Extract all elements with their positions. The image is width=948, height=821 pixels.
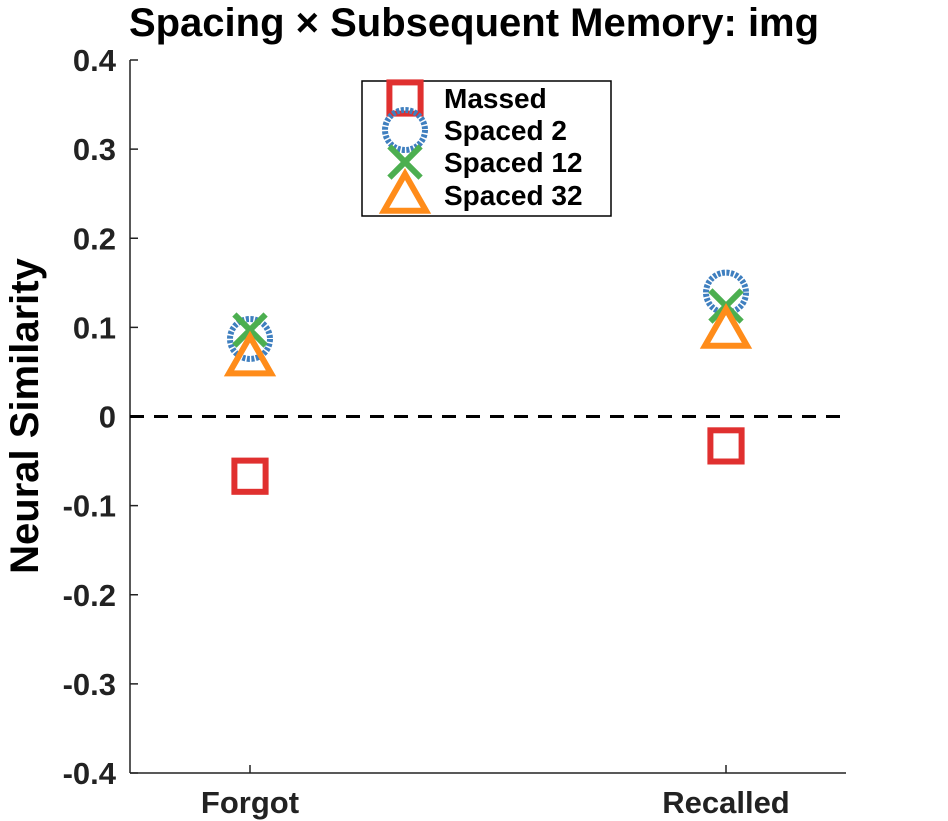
y-axis-ticks: -0.4 -0.3 -0.2 -0.1 0 0.1 0.2 0.3 0.4 [63,43,138,791]
y-tick-label: -0.2 [63,578,116,613]
y-tick-label: -0.3 [63,667,116,702]
legend-label: Spaced 12 [444,147,583,178]
y-tick-label: 0.3 [73,132,116,167]
data-marks [223,269,753,495]
legend-entry: Spaced 12 [387,144,583,180]
y-axis-label: Neural Similarity [3,257,47,573]
x-tick-label: Recalled [662,785,790,820]
marker-square [231,457,269,495]
marker-triangle [223,330,277,377]
legend-entry: Spaced 32 [378,167,583,214]
x-tick-label: Forgot [201,785,299,820]
marker-triangle [699,303,753,349]
legend-marker-circle [382,107,428,153]
y-tick-label: 0.4 [73,43,117,78]
legend-marker-square [386,79,424,117]
y-tick-label: 0.2 [73,221,116,256]
y-tick-label: -0.1 [63,489,116,524]
chart-title: Spacing × Subsequent Memory: img [129,1,819,45]
legend-marker-x [387,144,423,180]
legend-marker-triangle [378,167,432,214]
legend-entry: Massed [386,79,547,117]
marker-circle [703,269,749,316]
legend-entry: Spaced 2 [382,107,567,153]
y-tick-label: -0.4 [63,756,117,791]
y-tick-label: 0 [99,400,116,435]
x-axis-ticks: Forgot Recalled [201,765,790,820]
y-tick-label: 0.1 [73,310,116,345]
legend-label: Spaced 32 [444,180,583,211]
marker-square [707,427,745,465]
marker-x [232,312,268,348]
legend-label: Massed [444,83,547,114]
marker-circle [227,315,273,362]
legend-label: Spaced 2 [444,115,567,146]
